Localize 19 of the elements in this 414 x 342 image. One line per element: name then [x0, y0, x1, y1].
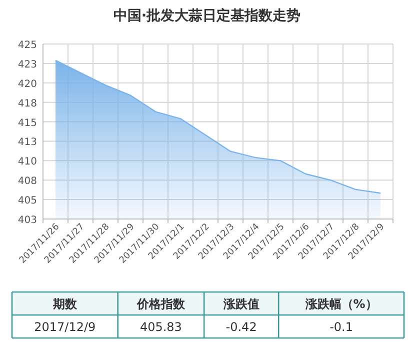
text: -0.1 [330, 320, 353, 334]
text: 涨跌值 [222, 297, 260, 311]
text: 涨跌幅（%） [304, 297, 378, 311]
chart-title: 中国·批发大蒜日定基指数走势 [113, 7, 301, 24]
y-tick-label: 420 [18, 78, 37, 90]
y-tick-label: 418 [18, 98, 37, 110]
y-tick-label: 423 [18, 59, 37, 70]
y-tick-label: 425 [18, 40, 37, 51]
y-tick-label: 410 [18, 156, 37, 168]
y-tick-label: 403 [18, 215, 37, 226]
y-tick-label: 405 [18, 196, 37, 207]
text: 2017/12/9 [34, 320, 96, 334]
text: -0.42 [226, 320, 257, 334]
y-tick-label: 408 [18, 176, 37, 188]
y-tick-label: 413 [18, 137, 37, 148]
text: 价格指数 [136, 297, 186, 311]
y-tick-label: 415 [18, 118, 37, 129]
text: 期数 [52, 297, 78, 311]
text: 405.83 [140, 320, 182, 334]
